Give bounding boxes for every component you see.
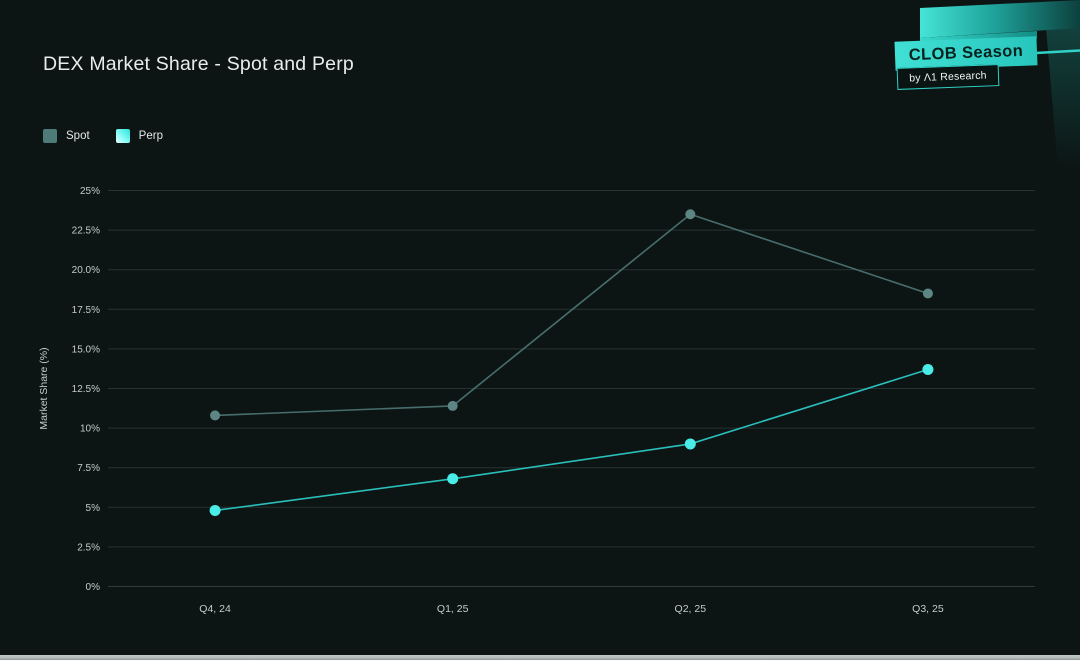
legend-item-perp[interactable]: Perp	[115, 129, 163, 143]
y-tick-label: 22.5%	[72, 226, 100, 237]
y-tick-label: 12.5%	[72, 384, 100, 395]
legend-label-spot: Spot	[66, 130, 90, 142]
legend: Spot Perp	[43, 129, 163, 143]
ribbon-fade-shape	[1046, 25, 1080, 168]
y-tick-label: 10%	[80, 424, 100, 435]
y-tick-label: 25%	[80, 186, 100, 197]
ribbon-connector-line	[1035, 49, 1080, 55]
ribbon-band-shape	[920, 0, 1080, 38]
y-axis-title: Market Share (%)	[38, 347, 50, 429]
x-tick-label: Q1, 25	[437, 603, 469, 615]
y-tick-label: 20.0%	[72, 265, 100, 276]
bottom-edge-strip	[0, 655, 1080, 660]
data-point-perp[interactable]	[922, 363, 934, 375]
data-point-spot[interactable]	[922, 288, 933, 299]
series-line-perp	[214, 368, 929, 512]
perp-swatch-icon	[115, 129, 130, 143]
data-point-spot[interactable]	[210, 410, 221, 421]
x-tick-label: Q3, 25	[912, 603, 944, 615]
x-tick-label: Q4, 24	[199, 603, 231, 615]
x-tick-label: Q2, 25	[675, 603, 707, 615]
y-tick-label: 5%	[86, 503, 101, 514]
data-point-spot[interactable]	[685, 209, 696, 220]
by-a1-research-logo: by Λ1 Research	[896, 64, 1000, 90]
chart-title: DEX Market Share - Spot and Perp	[43, 53, 354, 75]
legend-label-perp: Perp	[138, 130, 163, 142]
y-tick-label: 17.5%	[72, 305, 100, 316]
data-point-perp[interactable]	[209, 504, 221, 516]
series-line-spot	[215, 213, 929, 417]
y-tick-label: 0%	[86, 582, 101, 593]
data-point-perp[interactable]	[447, 473, 459, 485]
data-point-spot[interactable]	[447, 400, 458, 411]
clob-ribbon-ornament	[920, 0, 1080, 168]
y-tick-label: 2.5%	[77, 542, 100, 553]
y-tick-label: 7.5%	[77, 463, 100, 474]
data-point-perp[interactable]	[684, 438, 696, 450]
y-tick-label: 15.0%	[72, 344, 100, 355]
spot-swatch-icon	[43, 129, 57, 143]
legend-item-spot[interactable]: Spot	[43, 129, 90, 143]
